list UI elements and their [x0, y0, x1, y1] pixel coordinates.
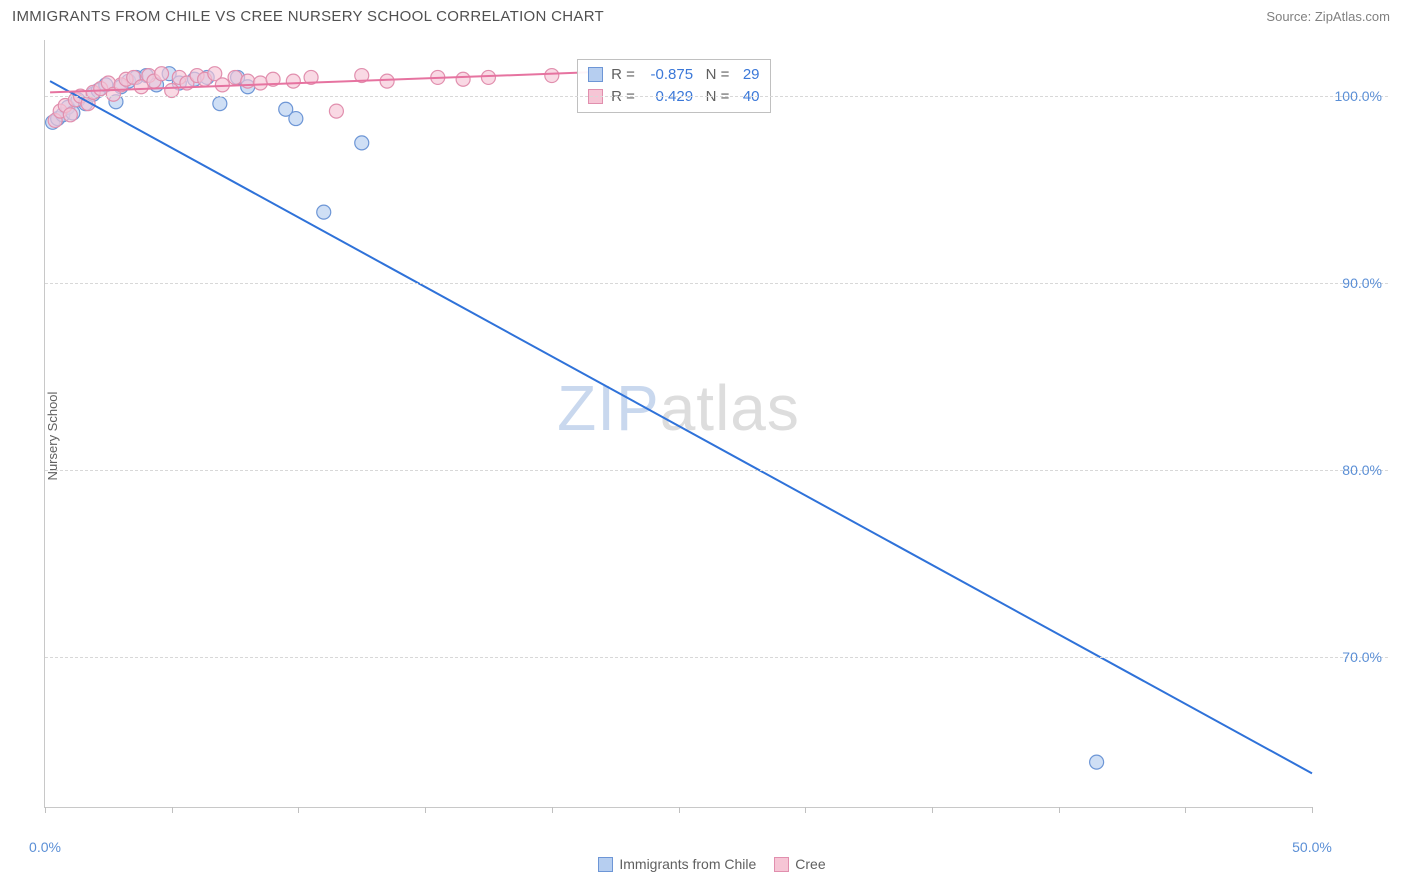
source-attribution: Source: ZipAtlas.com	[1266, 9, 1390, 24]
x-tick	[932, 807, 933, 813]
stat-legend-row: R = -0.875 N = 29	[588, 64, 759, 86]
scatter-point	[253, 76, 267, 90]
r-value: 0.429	[639, 86, 693, 108]
gridline	[45, 470, 1388, 471]
plot-area: Nursery School ZIPatlas R = -0.875 N = 2…	[12, 40, 1388, 832]
x-tick	[1059, 807, 1060, 813]
x-tick-label: 0.0%	[29, 839, 61, 855]
stat-legend: R = -0.875 N = 29R = 0.429 N = 40	[577, 59, 770, 113]
chart-title: IMMIGRANTS FROM CHILE VS CREE NURSERY SC…	[12, 8, 604, 25]
stat-legend-row: R = 0.429 N = 40	[588, 86, 759, 108]
x-tick	[425, 807, 426, 813]
n-value: 40	[734, 86, 760, 108]
x-tick	[45, 807, 46, 813]
chart-header: IMMIGRANTS FROM CHILE VS CREE NURSERY SC…	[0, 0, 1406, 29]
x-tick	[805, 807, 806, 813]
n-label: N =	[706, 66, 734, 83]
legend-swatch	[588, 67, 603, 82]
gridline	[45, 283, 1388, 284]
chart-svg	[45, 40, 1312, 807]
scatter-point	[213, 97, 227, 111]
scatter-point	[155, 67, 169, 81]
y-tick-label: 70.0%	[1342, 649, 1382, 665]
scatter-point	[355, 136, 369, 150]
x-tick	[1185, 807, 1186, 813]
r-value: -0.875	[639, 64, 693, 86]
legend-label: Immigrants from Chile	[619, 856, 756, 872]
y-tick-label: 80.0%	[1342, 462, 1382, 478]
scatter-point	[228, 70, 242, 84]
series-legend: Immigrants from Chile Cree	[0, 856, 1406, 872]
y-tick-label: 90.0%	[1342, 275, 1382, 291]
scatter-point	[1090, 755, 1104, 769]
scatter-point	[380, 74, 394, 88]
n-value: 29	[734, 64, 760, 86]
y-tick-label: 100.0%	[1335, 88, 1382, 104]
legend-swatch	[774, 857, 789, 872]
source-label: Source:	[1266, 9, 1311, 24]
plot-canvas: ZIPatlas R = -0.875 N = 29R = 0.429 N = …	[44, 40, 1312, 808]
scatter-point	[286, 74, 300, 88]
source-link[interactable]: ZipAtlas.com	[1315, 9, 1390, 24]
scatter-point	[289, 112, 303, 126]
scatter-point	[63, 108, 77, 122]
x-tick-label: 50.0%	[1292, 839, 1332, 855]
r-label: R =	[611, 66, 639, 83]
x-tick	[679, 807, 680, 813]
x-tick	[298, 807, 299, 813]
legend-label: Cree	[795, 856, 825, 872]
scatter-point	[481, 70, 495, 84]
scatter-point	[545, 69, 559, 83]
regression-line	[50, 81, 1312, 773]
x-tick	[552, 807, 553, 813]
scatter-point	[329, 104, 343, 118]
x-tick	[172, 807, 173, 813]
gridline	[45, 657, 1388, 658]
x-tick	[1312, 807, 1313, 813]
scatter-point	[456, 72, 470, 86]
scatter-point	[317, 205, 331, 219]
legend-swatch	[598, 857, 613, 872]
gridline	[45, 96, 1388, 97]
